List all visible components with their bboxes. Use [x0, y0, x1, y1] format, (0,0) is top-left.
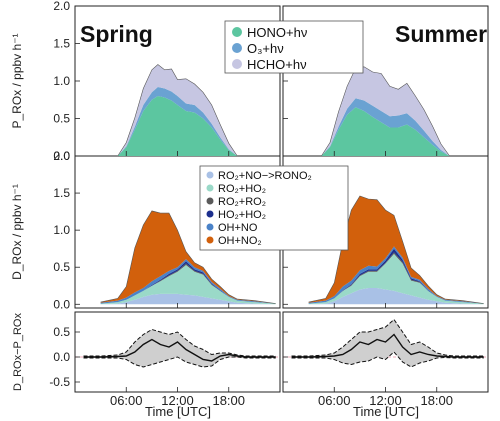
column-title-spring: Spring — [80, 21, 153, 47]
range-band-spring — [83, 329, 276, 367]
xtick-label-spring-1: 12:00 — [161, 393, 194, 408]
legend-swatch-hcho — [232, 59, 242, 69]
xtick-label-summer-0: 06:00 — [318, 393, 351, 408]
legend-swatch-rono2 — [206, 171, 214, 179]
mean-line-spring — [83, 338, 276, 362]
ytick-label-production-4: 2.0 — [53, 0, 70, 13]
lower-bound-summer — [291, 351, 484, 368]
legend-label-rono2: RO₂+NO−>RONO₂ — [218, 170, 312, 182]
ytick-label-production-3: 1.5 — [53, 37, 70, 51]
ytick-label-destruction-1: 0.5 — [53, 260, 70, 274]
ytick-label-destruction-4: 2.0 — [53, 149, 70, 163]
legend-label-ohno: OH+NO — [218, 222, 258, 234]
legend-label-o3: O₃+hν — [247, 41, 284, 56]
xtick-label-summer-1: 12:00 — [369, 393, 402, 408]
range-band-summer — [291, 319, 484, 367]
ytick-label-production-1: 0.5 — [53, 112, 70, 126]
area-destruction-spring-ohno2 — [100, 210, 276, 304]
ylabel-destruction: D_ROx / ppbv h⁻¹ — [10, 184, 24, 280]
legend-swatch-o3 — [232, 43, 242, 53]
outline-destruction-spring — [100, 210, 276, 304]
legend-label-ohno2: OH+NO₂ — [218, 235, 262, 247]
ytick-label-difference-0: 0.5 — [53, 325, 70, 339]
ytick-label-production-0: 0.0 — [53, 149, 70, 163]
axis-ticks-layer: 0.00.51.01.52.00.00.51.01.52.00.50.0-0.5… — [49, 0, 453, 408]
column-title-summer: Summer — [395, 21, 487, 47]
legend-production: HONO+hν O₃+hν HCHO+hν — [224, 20, 364, 74]
area-production-spring-o3 — [117, 87, 238, 156]
legend-swatch-ro2ho2 — [206, 184, 214, 192]
ylabel-difference: D_ROx−P_ROx — [12, 313, 24, 391]
legend-label-ro2ro2: RO₂+RO₂ — [218, 196, 266, 208]
legend-swatch-ohno — [206, 223, 214, 231]
lower-bound-spring — [83, 356, 276, 368]
ylabel-production: P_ROx / ppbv h⁻¹ — [10, 33, 24, 128]
xlabel-spring: Time [UTC] — [145, 404, 211, 419]
area-production-spring-hcho — [117, 64, 238, 156]
legend-label-ro2ho2: RO₂+HO₂ — [218, 183, 266, 195]
area-destruction-spring-rono2 — [100, 293, 276, 305]
area-series-layer — [75, 64, 488, 368]
ytick-label-destruction-0: 0.0 — [53, 297, 70, 311]
legend-production-box — [224, 20, 364, 74]
area-destruction-spring-ro2ho2 — [100, 265, 276, 305]
area-destruction-summer-ro2ho2 — [308, 253, 484, 305]
xtick-label-summer-2: 18:00 — [420, 393, 453, 408]
xlabel-summer: Time [UTC] — [353, 404, 419, 419]
ytick-label-destruction-2: 1.0 — [53, 223, 70, 237]
legend-label-ho2ho2: HO₂+HO₂ — [218, 209, 266, 221]
area-production-summer-hono — [321, 107, 450, 156]
area-production-spring-hono — [117, 96, 238, 156]
legend-swatch-ohno2 — [206, 236, 214, 244]
ytick-label-difference-1: 0.0 — [53, 350, 70, 364]
outline-production-summer — [321, 66, 450, 157]
legend-swatch-ho2ho2 — [206, 210, 214, 218]
area-destruction-summer-ohno2 — [308, 196, 484, 304]
upper-bound-spring — [83, 328, 276, 357]
xtick-label-spring-0: 06:00 — [110, 393, 143, 408]
legend-destruction: RO₂+NO−>RONO₂ RO₂+HO₂ RO₂+RO₂ HO₂+HO₂ OH… — [199, 165, 349, 251]
ytick-label-destruction-3: 1.5 — [53, 186, 70, 200]
ytick-label-difference-2: -0.5 — [49, 375, 70, 389]
mean-line-summer — [291, 333, 484, 358]
upper-bound-summer — [291, 318, 484, 357]
area-production-summer-hcho — [321, 66, 450, 156]
legend-label-hono: HONO+hν — [247, 25, 307, 40]
xtick-label-spring-2: 18:00 — [212, 393, 245, 408]
area-destruction-summer-rono2 — [308, 288, 484, 305]
legend-label-hcho: HCHO+hν — [247, 57, 307, 72]
legend-destruction-box — [199, 165, 349, 251]
ytick-label-production-2: 1.0 — [53, 74, 70, 88]
legend-swatch-ro2ro2 — [206, 197, 214, 205]
legend-swatch-hono — [232, 27, 242, 37]
outline-production-spring — [117, 64, 238, 157]
